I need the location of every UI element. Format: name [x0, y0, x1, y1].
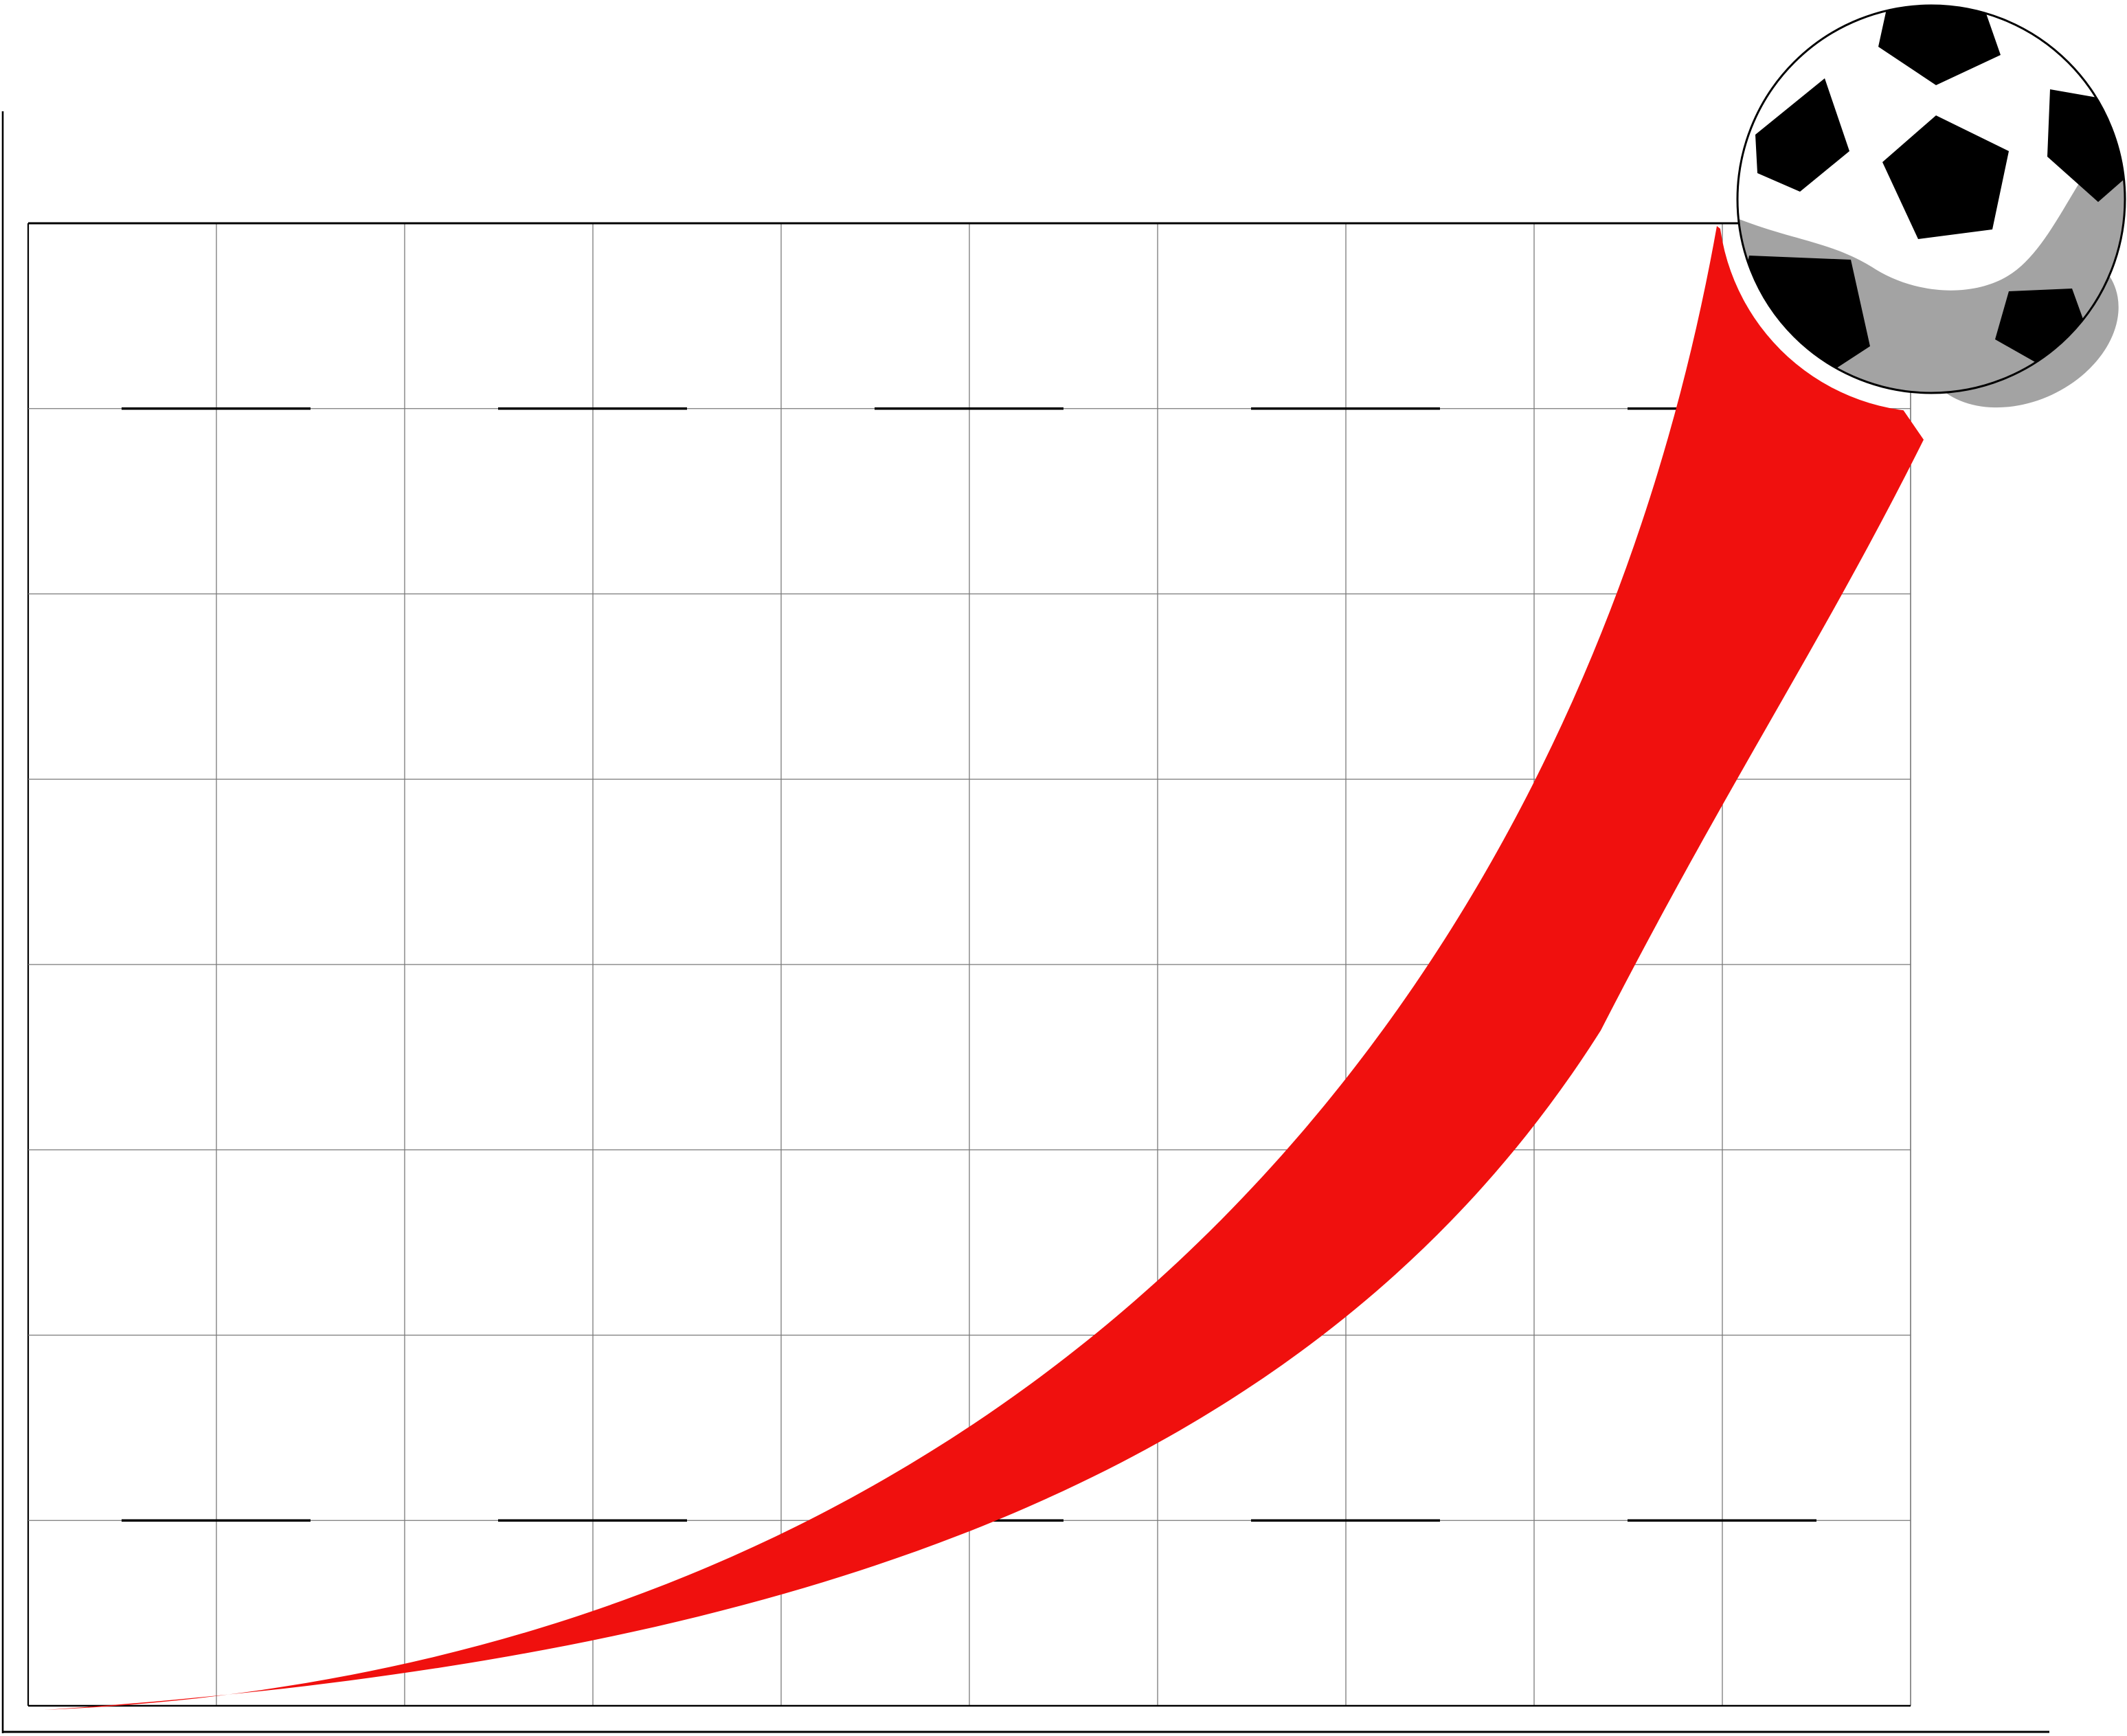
- axes: [1, 111, 2049, 1733]
- ball-pentagon: [1882, 115, 2009, 239]
- ball-outline: [1736, 4, 2126, 394]
- ball-pentagon: [1755, 78, 1849, 192]
- ball-pentagon: [1878, 5, 2001, 85]
- swoosh-group: [45, 226, 1924, 1710]
- swoosh-curve: [45, 226, 1924, 1710]
